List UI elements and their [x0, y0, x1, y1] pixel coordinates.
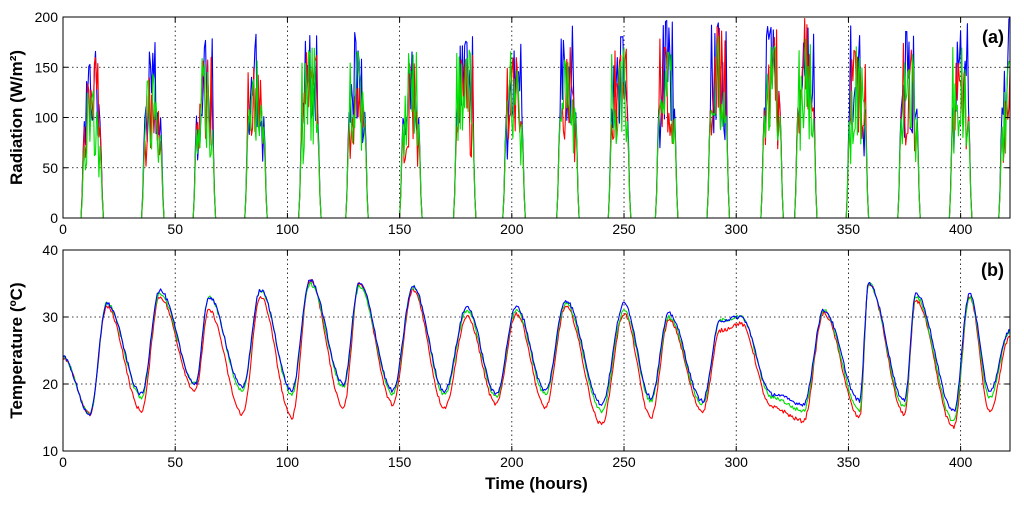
series-temperature [63, 278, 1010, 430]
x-tick-label: 300 [725, 221, 749, 237]
x-tick-label: 100 [276, 454, 300, 470]
series-line-radiation-green [63, 35, 1010, 218]
x-tick-label: 300 [725, 454, 749, 470]
x-tick-label: 150 [388, 454, 412, 470]
y-tick-label: 40 [42, 242, 58, 258]
x-tick-label: 0 [59, 454, 67, 470]
x-axis-label-time: Time (hours) [485, 474, 588, 493]
x-tick-label: 400 [949, 221, 973, 237]
y-ticks-temperature: 10 20 30 40 [42, 242, 1010, 459]
y-tick-label: 20 [42, 376, 58, 392]
y-tick-label: 0 [50, 210, 58, 226]
x-tick-label: 250 [612, 221, 636, 237]
y-ticks-radiation: 0 50 100 150 200 [35, 9, 1010, 226]
series-line-temperature-red [63, 279, 1010, 430]
axes-box-temperature [62, 249, 1011, 452]
x-tick-label: 50 [167, 454, 183, 470]
x-tick-label: 250 [612, 454, 636, 470]
x-tick-label: 350 [837, 454, 861, 470]
panel-temperature: 10 20 30 40 0 50 100 150 200 250 300 350 400 (b) Te… [7, 242, 1011, 493]
series-line-temperature-blue [63, 278, 1010, 416]
y-axis-label-radiation: Radiation (W/m²) [7, 50, 26, 185]
y-tick-label: 150 [35, 59, 59, 75]
y-tick-label: 50 [42, 160, 58, 176]
panel-label-a: (a) [982, 27, 1004, 47]
x-tick-label: 350 [837, 221, 861, 237]
panel-label-b: (b) [981, 260, 1004, 280]
x-tick-label: 200 [500, 454, 524, 470]
y-axis-label-temperature: Temperature (ºC) [7, 282, 26, 418]
series-line-temperature-green [63, 281, 1010, 422]
y-tick-label: 10 [42, 443, 58, 459]
grid-temperature [63, 250, 1010, 451]
x-tick-label: 100 [276, 221, 300, 237]
panel-radiation: 0 50 100 150 200 0 50 100 150 200 250 300 350 400 (a… [7, 9, 1011, 237]
series-line-radiation-red [63, 17, 1010, 218]
x-tick-label: 0 [59, 221, 67, 237]
y-tick-label: 200 [35, 9, 59, 25]
x-tick-label: 50 [167, 221, 183, 237]
x-tick-label: 150 [388, 221, 412, 237]
y-tick-label: 100 [35, 110, 59, 126]
y-tick-label: 30 [42, 309, 58, 325]
x-ticks-radiation: 0 50 100 150 200 250 300 350 400 [59, 17, 973, 237]
x-ticks-temperature: 0 50 100 150 200 250 300 350 400 [59, 250, 973, 470]
series-radiation [63, 17, 1010, 218]
x-tick-label: 400 [949, 454, 973, 470]
x-tick-label: 200 [500, 221, 524, 237]
